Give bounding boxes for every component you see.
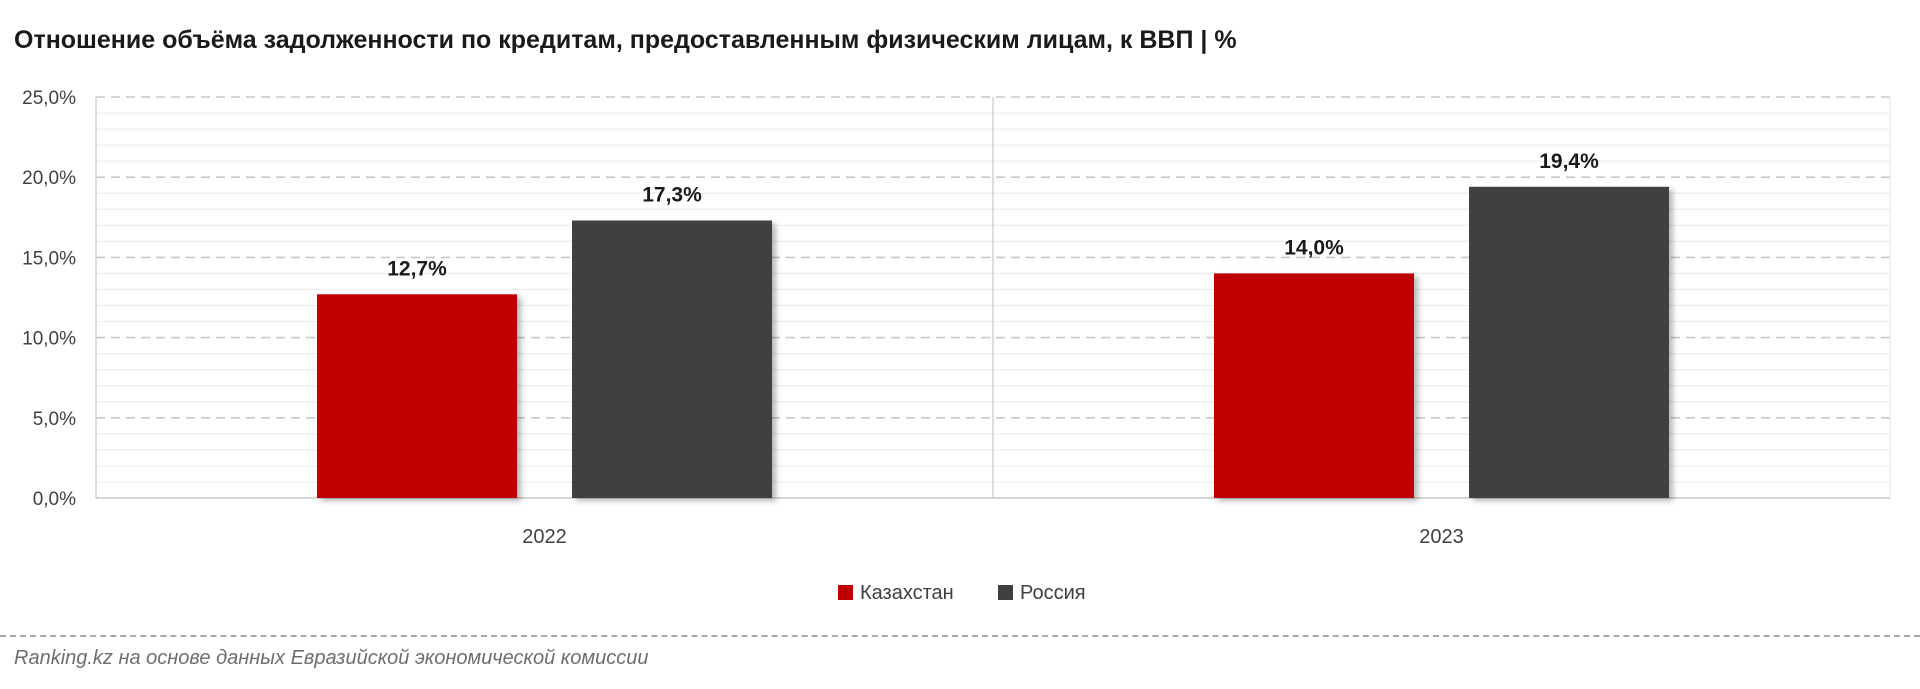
data-label: 14,0% bbox=[1284, 236, 1344, 259]
y-tick-label: 0,0% bbox=[33, 489, 76, 510]
y-tick-label: 15,0% bbox=[22, 248, 76, 269]
y-tick-label: 5,0% bbox=[33, 409, 76, 430]
bar-russia-2022 bbox=[572, 220, 772, 498]
source-divider bbox=[0, 635, 1920, 637]
chart-title: Отношение объёма задолженности по кредит… bbox=[14, 26, 1237, 54]
legend-swatch bbox=[838, 585, 853, 600]
x-tick-label: 2022 bbox=[522, 526, 567, 548]
y-tick-label: 25,0% bbox=[22, 88, 76, 109]
data-label: 17,3% bbox=[642, 184, 702, 207]
data-labels: 12,7% 17,3% 14,0% 19,4% bbox=[387, 150, 1599, 280]
legend-label: Россия bbox=[1020, 582, 1086, 604]
legend-swatch bbox=[998, 585, 1013, 600]
x-tick-label: 2023 bbox=[1419, 526, 1464, 548]
data-label: 19,4% bbox=[1539, 150, 1599, 173]
bars bbox=[317, 186, 1669, 498]
bar-kazakhstan-2022 bbox=[317, 294, 517, 498]
y-tick-label: 10,0% bbox=[22, 329, 76, 350]
bar-kazakhstan-2023 bbox=[1214, 273, 1414, 498]
bar-chart: 0,0% 5,0% 10,0% 15,0% 20,0% 25,0% 2022 2023 12,… bbox=[22, 88, 1891, 604]
legend-label: Казахстан bbox=[860, 582, 954, 604]
legend: Казахстан Россия bbox=[838, 582, 1086, 604]
source-note: Ranking.kz на основе данных Евразийской … bbox=[14, 647, 649, 669]
bar-russia-2023 bbox=[1469, 186, 1669, 498]
y-tick-label: 20,0% bbox=[22, 168, 76, 189]
data-label: 12,7% bbox=[387, 257, 447, 280]
